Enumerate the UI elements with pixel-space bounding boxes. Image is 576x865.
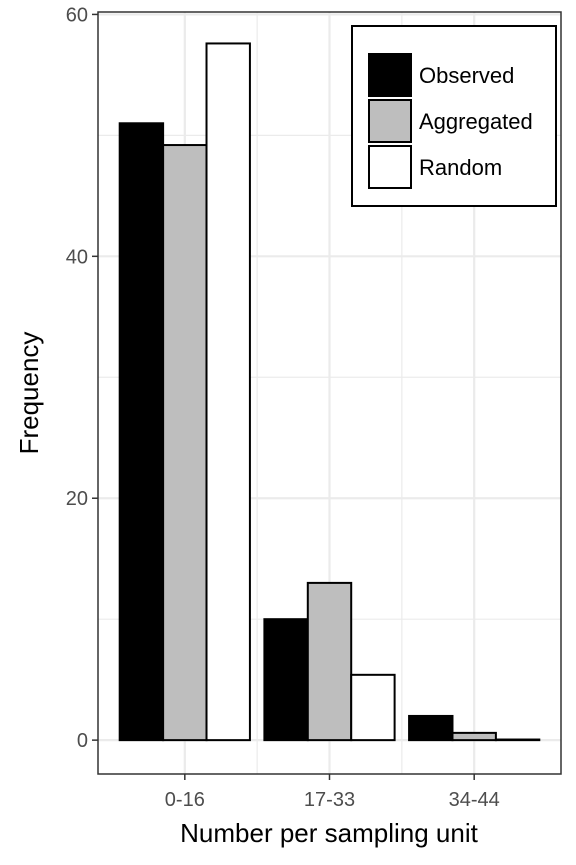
bar-random-0	[205, 42, 251, 742]
y-tick-label: 40	[66, 246, 88, 268]
legend-label-observed: Observed	[419, 63, 514, 88]
legend-key-aggregated	[368, 99, 412, 143]
bars	[118, 42, 541, 742]
legend-label-random: Random	[419, 155, 502, 180]
bar-observed-1	[263, 618, 309, 742]
bar-aggregated-1	[306, 581, 353, 742]
y-tick-label: 60	[66, 4, 88, 26]
x-tick-label: 0-16	[165, 789, 205, 811]
bar-random-2	[494, 738, 541, 742]
y-tick-label: 20	[66, 488, 88, 510]
bar-aggregated-2	[451, 731, 497, 742]
x-tick-label: 17-33	[304, 789, 355, 811]
legend-label-aggregated: Aggregated	[419, 109, 533, 134]
legend-key-observed	[368, 53, 412, 97]
x-axis: 0-16 17-33 34-44	[165, 774, 500, 811]
legend: Observed Aggregated Random	[351, 25, 557, 207]
y-axis-title: Frequency	[14, 332, 44, 455]
bar-observed-2	[408, 714, 454, 742]
bar-aggregated-0	[162, 144, 208, 742]
x-axis-title: Number per sampling unit	[180, 818, 478, 848]
bar-random-1	[350, 673, 396, 742]
bar-observed-0	[118, 122, 165, 742]
y-axis: 0 20 40 60	[66, 4, 98, 752]
y-tick-label: 0	[77, 730, 88, 752]
x-tick-label: 34-44	[449, 789, 500, 811]
legend-key-random	[368, 145, 412, 189]
